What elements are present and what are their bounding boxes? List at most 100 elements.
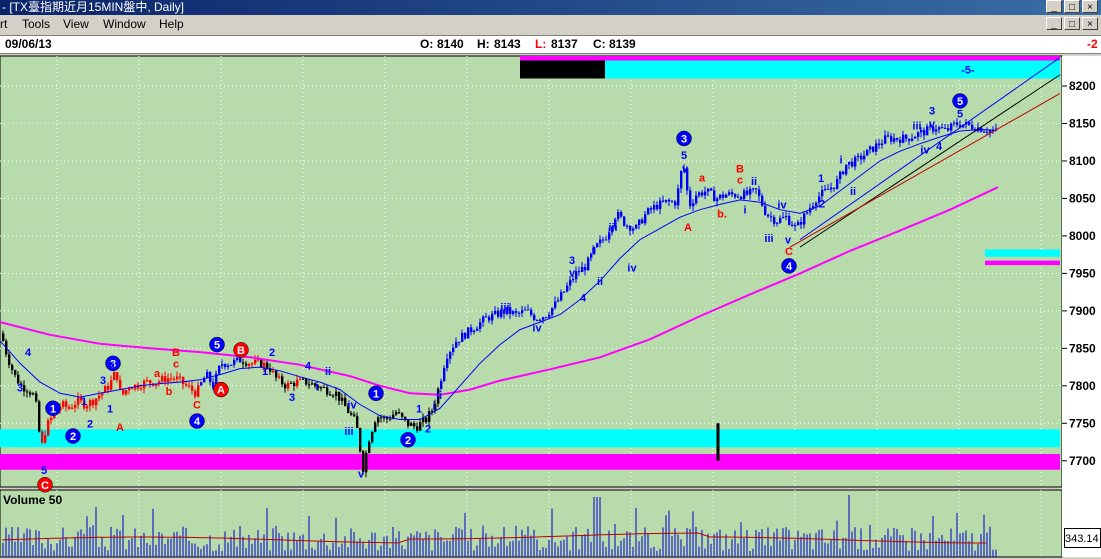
low-value: 8137 bbox=[551, 37, 578, 51]
candle-body bbox=[302, 378, 305, 380]
candle-body bbox=[914, 136, 917, 139]
candle-body bbox=[986, 131, 989, 133]
mdi-close-icon[interactable]: × bbox=[1082, 17, 1098, 30]
candle-body bbox=[716, 198, 719, 202]
candle-body bbox=[599, 239, 602, 244]
candle-body bbox=[944, 128, 947, 130]
minimize-icon[interactable]: _ bbox=[1046, 0, 1062, 13]
candle-body bbox=[284, 384, 287, 389]
candle-body bbox=[65, 401, 68, 407]
candle-body bbox=[428, 411, 431, 422]
price-band-cyan bbox=[0, 429, 1060, 448]
candle-body bbox=[971, 124, 974, 130]
candle-body bbox=[803, 213, 806, 225]
long-moving-average-line bbox=[0, 186, 999, 396]
candle-body bbox=[254, 359, 257, 364]
candle-body bbox=[557, 300, 560, 302]
wave-label: c bbox=[173, 358, 179, 370]
candle-body bbox=[194, 390, 197, 397]
candle-body bbox=[917, 132, 920, 137]
candle-body bbox=[794, 225, 797, 227]
mdi-restore-icon[interactable]: □ bbox=[1064, 17, 1080, 30]
high-label: H: bbox=[477, 37, 490, 51]
candle-body bbox=[17, 374, 20, 384]
candle-body bbox=[740, 196, 743, 199]
candle-body bbox=[266, 362, 269, 369]
y-tick-label: 8000 bbox=[1069, 229, 1096, 243]
candle-body bbox=[554, 301, 557, 308]
price-chart[interactable]: 8200 8150 8100 8050 8000 7950 7900 7850 7800 7750… bbox=[0, 54, 1101, 559]
candle-body bbox=[671, 201, 674, 203]
y-tick-label: 8100 bbox=[1069, 154, 1096, 168]
wave-label: iv bbox=[627, 262, 637, 274]
candle-body bbox=[404, 416, 407, 420]
candle-body bbox=[497, 310, 500, 317]
open-value: 8140 bbox=[437, 37, 464, 51]
menu-view[interactable]: View bbox=[63, 17, 89, 31]
candle-body bbox=[95, 398, 98, 406]
candle-body bbox=[770, 216, 773, 218]
wave-label: 5 bbox=[957, 109, 963, 121]
candle-body bbox=[83, 400, 86, 409]
candle-body bbox=[629, 225, 632, 231]
candle-body bbox=[338, 391, 341, 401]
candle-body bbox=[410, 423, 413, 426]
mdi-minimize-icon[interactable]: _ bbox=[1046, 17, 1062, 30]
candle-body bbox=[200, 382, 203, 386]
candle-body bbox=[332, 395, 335, 397]
candle-body bbox=[680, 170, 683, 189]
candle-body bbox=[464, 333, 467, 339]
mdi-controls: _ □ × bbox=[1046, 17, 1098, 30]
candle-body bbox=[485, 316, 488, 318]
candle-body bbox=[578, 271, 581, 273]
candle-body bbox=[644, 214, 647, 224]
candle-body bbox=[530, 309, 533, 315]
candle-body bbox=[455, 341, 458, 348]
y-tick-label: 7950 bbox=[1069, 266, 1096, 280]
menu-chart[interactable]: rt bbox=[0, 17, 8, 31]
candle-body bbox=[932, 126, 935, 132]
candle-body bbox=[176, 376, 179, 380]
candle-body bbox=[425, 417, 428, 422]
candle-body bbox=[98, 395, 101, 399]
wave-label: 5 bbox=[681, 150, 687, 162]
candle-body bbox=[389, 418, 392, 420]
wave-label: 2 bbox=[425, 424, 431, 436]
menu-help[interactable]: Help bbox=[159, 17, 184, 31]
candle-body bbox=[722, 194, 725, 198]
candle-body bbox=[617, 212, 620, 220]
candle-body bbox=[371, 431, 374, 442]
candle-body bbox=[983, 131, 986, 133]
close-icon[interactable]: × bbox=[1082, 0, 1098, 13]
candle-body bbox=[548, 314, 551, 318]
price-band-magenta bbox=[985, 260, 1060, 266]
wave-label: 3 bbox=[569, 255, 575, 267]
wave-label-circle bbox=[400, 432, 416, 448]
wave-label: 2 bbox=[269, 347, 275, 359]
wave-label: a bbox=[699, 172, 706, 184]
wave-label: iv bbox=[920, 145, 930, 157]
candle-body bbox=[653, 205, 656, 210]
wave-label: 3 bbox=[289, 392, 295, 404]
candle-body bbox=[926, 126, 929, 136]
candle-body bbox=[842, 171, 845, 175]
menu-tools[interactable]: Tools bbox=[22, 17, 51, 31]
candle-body bbox=[329, 394, 332, 396]
candle-body bbox=[377, 417, 380, 423]
wave-label-circle bbox=[233, 342, 249, 358]
candle-body bbox=[647, 208, 650, 215]
candle-body bbox=[581, 267, 584, 273]
volume-average-line bbox=[1, 532, 986, 544]
candle-body bbox=[224, 364, 227, 368]
maximize-icon[interactable]: □ bbox=[1064, 0, 1080, 13]
candle-body bbox=[380, 417, 383, 419]
candle-body bbox=[509, 307, 512, 315]
wave-label: -5- bbox=[961, 64, 975, 76]
wave-label: B bbox=[237, 345, 245, 357]
candle-body bbox=[326, 387, 329, 395]
candle-body bbox=[968, 122, 971, 125]
candle-body bbox=[41, 431, 44, 443]
candle-body bbox=[104, 385, 107, 393]
menu-window[interactable]: Window bbox=[103, 17, 146, 31]
candle-body bbox=[227, 365, 230, 368]
